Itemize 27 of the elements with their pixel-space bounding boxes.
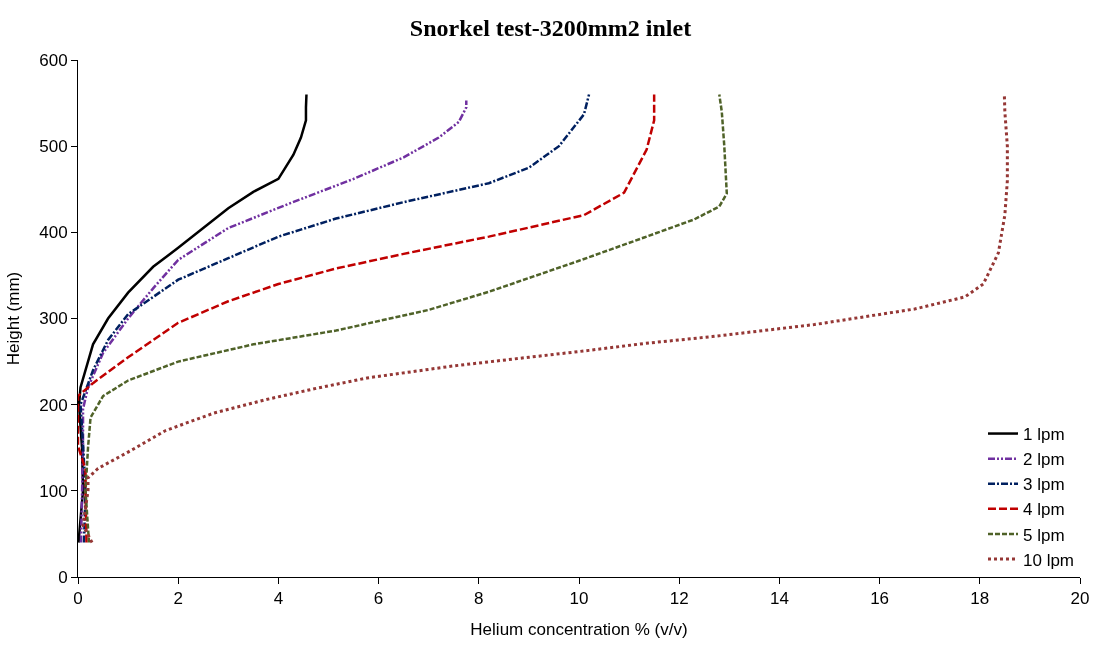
y-tick-label: 500	[39, 137, 68, 157]
legend-label: 10 lpm	[1023, 550, 1075, 570]
x-tick-label: 6	[373, 589, 384, 609]
x-tick-label: 0	[73, 589, 83, 609]
legend-label: 4 lpm	[1023, 500, 1065, 520]
y-tick-label: 0	[58, 567, 68, 587]
x-tick-label: 10	[569, 589, 589, 609]
legend-label: 1 lpm	[1023, 425, 1065, 445]
chart-title: Snorkel test-3200mm2 inlet	[409, 15, 692, 42]
y-tick-label: 600	[39, 50, 68, 70]
y-tick-label: 100	[39, 481, 68, 501]
y-tick-label: 400	[39, 223, 68, 243]
x-tick-label: 20	[1070, 589, 1090, 609]
y-tick-label: 200	[39, 395, 68, 415]
x-axis-title: Helium concentration % (v/v)	[470, 619, 688, 639]
y-tick-label: 300	[39, 309, 68, 329]
x-tick-label: 16	[870, 589, 890, 609]
legend-label: 5 lpm	[1023, 525, 1065, 545]
x-tick-label: 2	[173, 589, 183, 609]
legend-label: 2 lpm	[1023, 450, 1065, 470]
y-axis-title: Height (mm)	[3, 271, 23, 366]
x-tick-label: 12	[669, 589, 689, 609]
legend-label: 3 lpm	[1023, 475, 1065, 495]
x-tick-label: 8	[474, 589, 484, 609]
x-tick-label: 4	[273, 589, 284, 609]
x-tick-label: 18	[970, 589, 990, 609]
x-tick-label: 14	[769, 589, 789, 609]
